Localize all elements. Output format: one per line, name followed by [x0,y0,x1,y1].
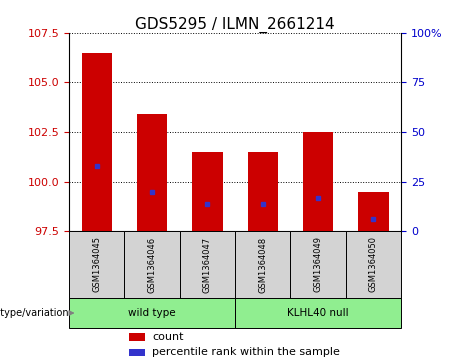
Bar [69,231,124,298]
Bar [137,114,167,231]
Text: GSM1364049: GSM1364049 [313,236,323,293]
Bar [129,348,146,356]
Text: genotype/variation: genotype/variation [0,308,69,318]
Bar [235,298,401,329]
Text: count: count [152,332,183,342]
Text: GSM1364050: GSM1364050 [369,236,378,293]
Bar [192,152,223,231]
Text: GSM1364045: GSM1364045 [92,236,101,293]
Bar [129,333,146,341]
Bar [346,231,401,298]
Text: percentile rank within the sample: percentile rank within the sample [152,347,340,358]
Text: GSM1364046: GSM1364046 [148,236,157,293]
Bar [124,231,180,298]
Text: GSM1364047: GSM1364047 [203,236,212,293]
Bar [358,192,389,231]
Text: wild type: wild type [128,308,176,318]
Bar [248,152,278,231]
Bar [303,132,333,231]
Text: KLHL40 null: KLHL40 null [287,308,349,318]
Bar [180,231,235,298]
Bar [290,231,346,298]
Title: GDS5295 / ILMN_2661214: GDS5295 / ILMN_2661214 [135,16,335,33]
Text: GSM1364048: GSM1364048 [258,236,267,293]
Bar [235,231,290,298]
Bar [69,298,235,329]
Bar [82,53,112,231]
